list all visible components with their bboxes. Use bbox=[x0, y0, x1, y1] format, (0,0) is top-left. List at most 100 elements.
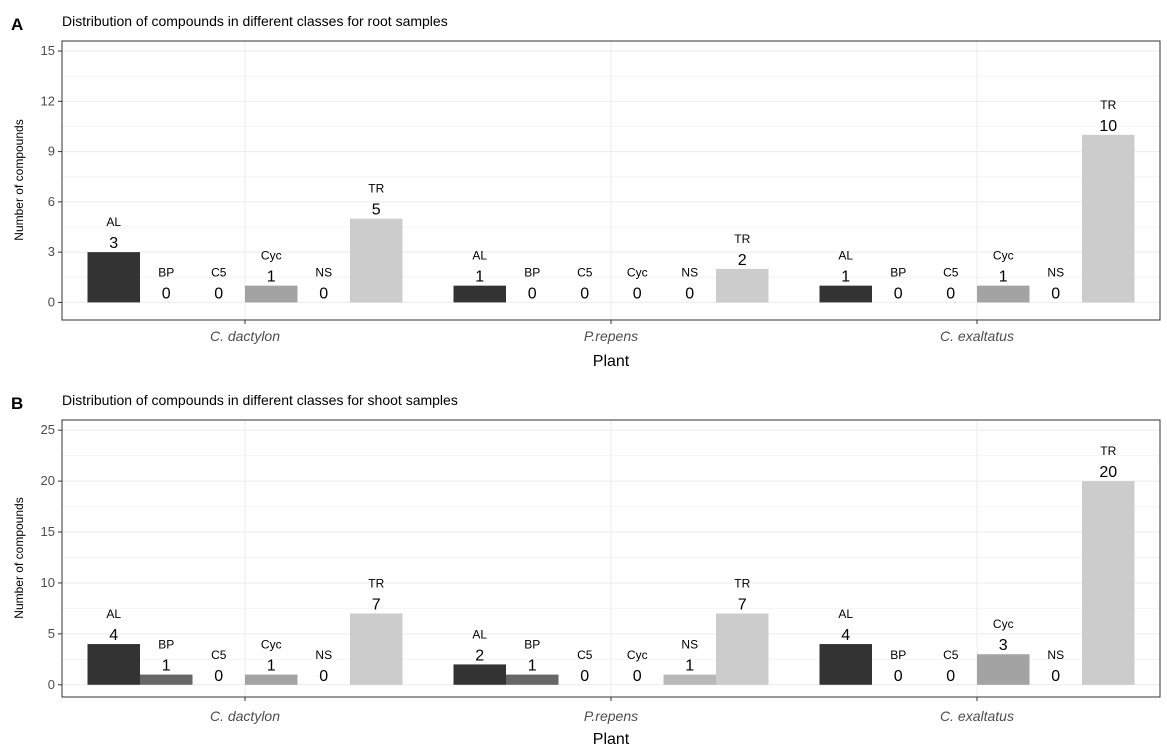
panel-b: B Distribution of compounds in different … bbox=[11, 392, 1161, 746]
class-label: Cyc bbox=[261, 638, 282, 652]
value-label: 0 bbox=[633, 285, 642, 302]
value-label: 2 bbox=[475, 647, 484, 664]
value-label: 3 bbox=[999, 637, 1008, 654]
y-tick-label: 0 bbox=[48, 294, 55, 309]
chart-title: Distribution of compounds in different c… bbox=[62, 392, 458, 408]
class-label: Cyc bbox=[993, 617, 1014, 631]
class-label: NS bbox=[1047, 648, 1064, 662]
class-label: C5 bbox=[211, 648, 227, 662]
value-label: 0 bbox=[946, 668, 955, 685]
value-label: 3 bbox=[109, 235, 118, 252]
bar-cyc bbox=[245, 674, 298, 685]
value-label: 7 bbox=[738, 596, 747, 613]
panel-letter: B bbox=[11, 394, 23, 413]
value-label: 0 bbox=[214, 668, 223, 685]
bar-al bbox=[453, 664, 506, 685]
value-label: 0 bbox=[580, 668, 589, 685]
class-label: AL bbox=[838, 607, 853, 621]
class-label: TR bbox=[734, 232, 750, 246]
value-label: 0 bbox=[319, 285, 328, 302]
value-label: 1 bbox=[162, 658, 171, 675]
value-label: 1 bbox=[475, 269, 484, 286]
y-axis-title: Number of compounds bbox=[12, 497, 26, 618]
value-label: 1 bbox=[841, 269, 850, 286]
value-label: 0 bbox=[1051, 668, 1060, 685]
bar-tr bbox=[350, 218, 403, 303]
value-label: 0 bbox=[580, 285, 589, 302]
bar-cyc bbox=[245, 285, 298, 303]
value-label: 1 bbox=[267, 269, 276, 286]
value-label: 2 bbox=[738, 252, 747, 269]
x-tick-label: C. exaltatus bbox=[940, 328, 1014, 344]
class-label: Cyc bbox=[627, 265, 648, 279]
x-tick-label: P.repens bbox=[584, 328, 638, 344]
class-label: AL bbox=[472, 249, 487, 263]
class-label: NS bbox=[315, 648, 332, 662]
value-label: 0 bbox=[946, 285, 955, 302]
bar-tr bbox=[350, 613, 403, 685]
class-label: TR bbox=[1100, 444, 1116, 458]
y-tick-label: 15 bbox=[41, 43, 55, 58]
x-axis-title: Plant bbox=[593, 353, 630, 370]
panel-letter: A bbox=[11, 15, 23, 34]
class-label: BP bbox=[158, 265, 174, 279]
y-tick-label: 10 bbox=[41, 575, 55, 590]
bar-al bbox=[819, 644, 872, 685]
value-label: 1 bbox=[685, 658, 694, 675]
value-label: 0 bbox=[633, 668, 642, 685]
class-label: C5 bbox=[943, 648, 959, 662]
class-label: Cyc bbox=[627, 648, 648, 662]
class-label: C5 bbox=[577, 648, 593, 662]
class-label: Cyc bbox=[993, 249, 1014, 263]
y-tick-label: 15 bbox=[41, 524, 55, 539]
class-label: Cyc bbox=[261, 249, 282, 263]
y-tick-label: 20 bbox=[41, 473, 55, 488]
value-label: 1 bbox=[528, 658, 537, 675]
bar-cyc bbox=[977, 654, 1030, 685]
class-label: TR bbox=[1100, 98, 1116, 112]
value-label: 1 bbox=[267, 658, 276, 675]
x-tick-label: C. dactylon bbox=[210, 328, 280, 344]
bar-al bbox=[453, 285, 506, 303]
class-label: AL bbox=[106, 215, 121, 229]
value-label: 0 bbox=[214, 285, 223, 302]
class-label: BP bbox=[524, 265, 540, 279]
value-label: 10 bbox=[1099, 118, 1117, 135]
value-label: 20 bbox=[1099, 464, 1117, 481]
bar-bp bbox=[506, 674, 559, 685]
bar-tr bbox=[1082, 481, 1135, 685]
x-tick-label: P.repens bbox=[584, 708, 638, 724]
bar-bp bbox=[140, 674, 193, 685]
value-label: 0 bbox=[162, 285, 171, 302]
class-label: TR bbox=[734, 576, 750, 590]
value-label: 4 bbox=[109, 627, 118, 644]
bar-cyc bbox=[977, 285, 1030, 303]
y-tick-label: 9 bbox=[48, 144, 55, 159]
y-tick-label: 3 bbox=[48, 244, 55, 259]
class-label: AL bbox=[472, 627, 487, 641]
bar-tr bbox=[716, 613, 769, 685]
class-label: NS bbox=[315, 265, 332, 279]
class-label: C5 bbox=[577, 265, 593, 279]
x-tick-label: C. dactylon bbox=[210, 708, 280, 724]
bar-al bbox=[87, 252, 140, 303]
class-label: AL bbox=[106, 607, 121, 621]
chart-title: Distribution of compounds in different c… bbox=[62, 13, 448, 29]
value-label: 0 bbox=[894, 285, 903, 302]
class-label: BP bbox=[524, 638, 540, 652]
value-label: 0 bbox=[528, 285, 537, 302]
bar-al bbox=[87, 644, 140, 685]
bar-tr bbox=[716, 268, 769, 303]
value-label: 0 bbox=[1051, 285, 1060, 302]
y-tick-label: 6 bbox=[48, 194, 55, 209]
y-tick-label: 12 bbox=[41, 93, 55, 108]
value-label: 7 bbox=[372, 596, 381, 613]
class-label: NS bbox=[681, 638, 698, 652]
bar-tr bbox=[1082, 134, 1135, 303]
class-label: NS bbox=[681, 265, 698, 279]
y-tick-label: 0 bbox=[48, 677, 55, 692]
y-tick-label: 25 bbox=[41, 422, 55, 437]
bar-al bbox=[819, 285, 872, 303]
class-label: TR bbox=[368, 576, 384, 590]
